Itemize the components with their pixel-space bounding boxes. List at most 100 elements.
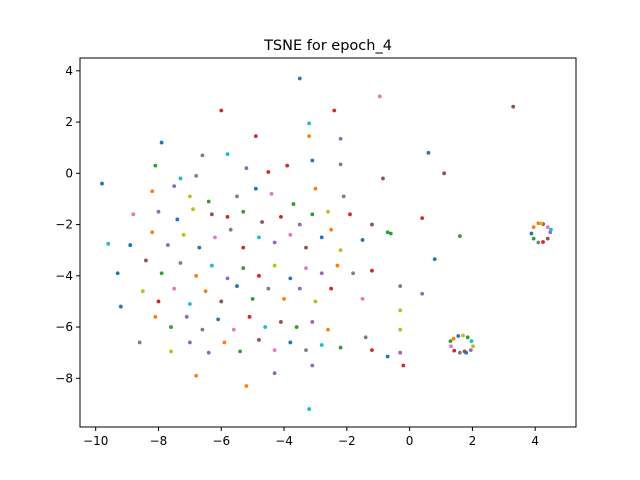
data-point: [238, 349, 243, 354]
data-point: [100, 181, 104, 186]
data-point: [539, 221, 544, 226]
data-point: [338, 162, 343, 167]
data-point: [329, 286, 334, 291]
data-point: [153, 163, 158, 168]
data-point: [225, 214, 230, 219]
data-point: [118, 304, 123, 309]
data-point: [165, 243, 170, 247]
data-point: [294, 325, 299, 329]
data-point: [370, 222, 374, 227]
data-point: [279, 214, 283, 219]
data-point: [297, 286, 302, 291]
data-point: [456, 334, 461, 338]
data-point: [272, 240, 277, 245]
data-point: [219, 108, 224, 113]
data-point: [159, 140, 164, 145]
data-point: [385, 230, 390, 235]
data-point: [310, 158, 315, 163]
data-point: [159, 271, 164, 276]
data-point: [187, 340, 192, 345]
data-point: [203, 289, 208, 294]
data-point: [307, 121, 312, 126]
data-point: [231, 327, 236, 332]
plot-area-border: [79, 57, 577, 428]
data-point: [426, 150, 431, 155]
data-point: [219, 299, 224, 304]
y-axis: −8 −6 −4 −2 0 2 4: [55, 64, 80, 385]
data-point: [531, 236, 536, 241]
data-point: [338, 136, 343, 141]
data-point: [536, 240, 541, 245]
data-point: [209, 212, 214, 217]
data-point: [462, 349, 467, 354]
data-point: [156, 209, 161, 214]
data-point: [385, 354, 390, 359]
data-point: [310, 363, 315, 368]
data-point: [178, 176, 183, 181]
data-point: [172, 184, 177, 189]
data-point: [545, 236, 550, 241]
data-point: [200, 327, 205, 332]
x-tick-label: −2: [338, 434, 356, 448]
data-point: [181, 232, 186, 237]
data-point: [253, 134, 258, 139]
data-point: [115, 271, 120, 276]
data-point: [297, 222, 302, 227]
x-tick-label: −10: [83, 434, 108, 448]
data-point: [465, 335, 470, 340]
data-point: [548, 227, 553, 232]
data-point: [228, 227, 233, 232]
data-point: [244, 384, 249, 388]
data-points: [100, 76, 553, 411]
data-point: [448, 339, 453, 344]
data-point: [288, 340, 293, 345]
data-point: [253, 186, 258, 191]
data-point: [511, 104, 516, 109]
data-point: [175, 217, 180, 222]
data-point: [545, 225, 550, 230]
data-point: [291, 202, 296, 206]
data-point: [326, 327, 330, 332]
data-point: [257, 337, 261, 342]
chart-title: TSNE for epoch_4: [263, 38, 392, 54]
data-point: [319, 235, 324, 240]
data-point: [194, 373, 199, 378]
data-point: [191, 207, 195, 212]
y-tick-label: 4: [65, 64, 73, 78]
data-point: [269, 191, 274, 196]
data-point: [457, 234, 462, 238]
data-point: [288, 232, 293, 237]
data-point: [213, 235, 217, 240]
data-point: [529, 231, 534, 236]
x-tick-label: 0: [406, 434, 414, 448]
data-point: [266, 170, 271, 174]
data-point: [370, 348, 374, 353]
data-point: [338, 345, 343, 350]
data-point: [307, 134, 312, 139]
data-point: [341, 194, 346, 199]
data-point: [388, 231, 393, 236]
data-point: [263, 325, 268, 329]
data-point: [468, 348, 473, 353]
data-point: [257, 235, 261, 240]
data-point: [285, 163, 290, 168]
data-point: [169, 349, 173, 354]
data-point: [225, 152, 230, 156]
data-point: [144, 258, 148, 263]
data-point: [169, 325, 173, 329]
data-point: [469, 339, 474, 344]
data-point: [449, 344, 453, 349]
data-point: [128, 243, 133, 247]
data-point: [194, 273, 199, 278]
data-point: [206, 199, 211, 204]
data-point: [137, 340, 142, 345]
data-point: [451, 336, 456, 341]
data-point: [313, 299, 318, 304]
data-point: [235, 284, 239, 288]
data-point: [398, 327, 403, 332]
data-point: [398, 308, 403, 313]
data-point: [381, 176, 385, 181]
data-point: [338, 248, 343, 253]
y-tick-label: −4: [55, 269, 73, 283]
